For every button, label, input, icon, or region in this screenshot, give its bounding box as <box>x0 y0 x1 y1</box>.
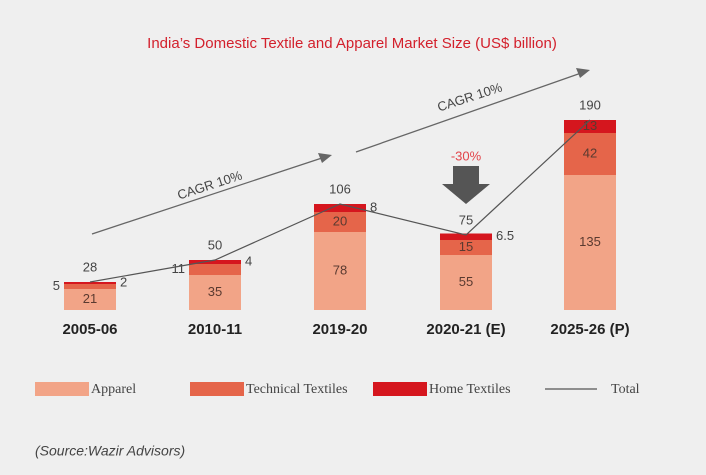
bar-segment <box>564 175 616 310</box>
total-label: 106 <box>329 181 351 196</box>
bar-segment <box>314 212 366 232</box>
bar-segment <box>564 133 616 175</box>
legend-swatch <box>373 382 427 396</box>
bar-segment <box>64 289 116 310</box>
data-label: 20 <box>333 213 347 228</box>
data-label: 135 <box>579 234 601 249</box>
data-label: 8 <box>370 199 377 214</box>
data-label: 35 <box>208 284 222 299</box>
total-label: 75 <box>459 212 473 227</box>
bar-segment <box>64 282 116 284</box>
legend-swatch <box>190 382 244 396</box>
source: (Source:Wazir Advisors) <box>35 443 185 459</box>
total-label: 190 <box>579 97 601 112</box>
bar-segment <box>564 120 616 133</box>
x-tick-label: 2019-20 <box>312 321 367 338</box>
legend-label: Apparel <box>91 382 136 397</box>
data-label: 4 <box>245 253 252 268</box>
data-label: 13 <box>583 118 597 133</box>
arrow-head <box>576 68 590 78</box>
legend-label: Total <box>611 382 640 397</box>
data-label: 6.5 <box>496 228 514 243</box>
total-label: 28 <box>83 259 97 274</box>
cagr-arrow <box>91 155 329 235</box>
bar-segment <box>189 275 241 310</box>
total-label: 50 <box>208 237 222 252</box>
chart-title: India’s Domestic Textile and Apparel Mar… <box>147 35 557 52</box>
data-label: 11 <box>172 261 186 276</box>
bar-segment <box>314 204 366 212</box>
data-label: 15 <box>459 239 473 254</box>
x-tick-label: 2005-06 <box>62 321 117 338</box>
data-label: 78 <box>333 262 347 277</box>
legend-label: Home Textiles <box>429 382 511 397</box>
bar-segment <box>440 255 492 310</box>
arrow-head <box>318 153 332 163</box>
x-tick-label: 2010-11 <box>188 321 242 338</box>
data-label: 5 <box>53 278 60 293</box>
bar-segment <box>440 233 492 240</box>
drop-arrow <box>442 166 490 204</box>
x-tick-label: 2025-26 (P) <box>550 321 629 338</box>
bar-segment <box>440 240 492 255</box>
bar-segment <box>189 264 241 275</box>
total-line <box>89 119 591 283</box>
bar-segment <box>189 260 241 264</box>
data-label: 2 <box>120 274 127 289</box>
data-label: 42 <box>583 145 597 160</box>
legend-label: Technical Textiles <box>246 382 348 397</box>
data-label: 55 <box>459 274 473 289</box>
data-label: 21 <box>83 291 97 306</box>
bar-segment <box>64 284 116 289</box>
bar-segment <box>314 232 366 310</box>
x-tick-label: 2020-21 (E) <box>426 321 505 338</box>
cagr-arrow <box>355 71 585 153</box>
annotation: -30% <box>451 148 482 163</box>
legend-swatch <box>35 382 89 396</box>
